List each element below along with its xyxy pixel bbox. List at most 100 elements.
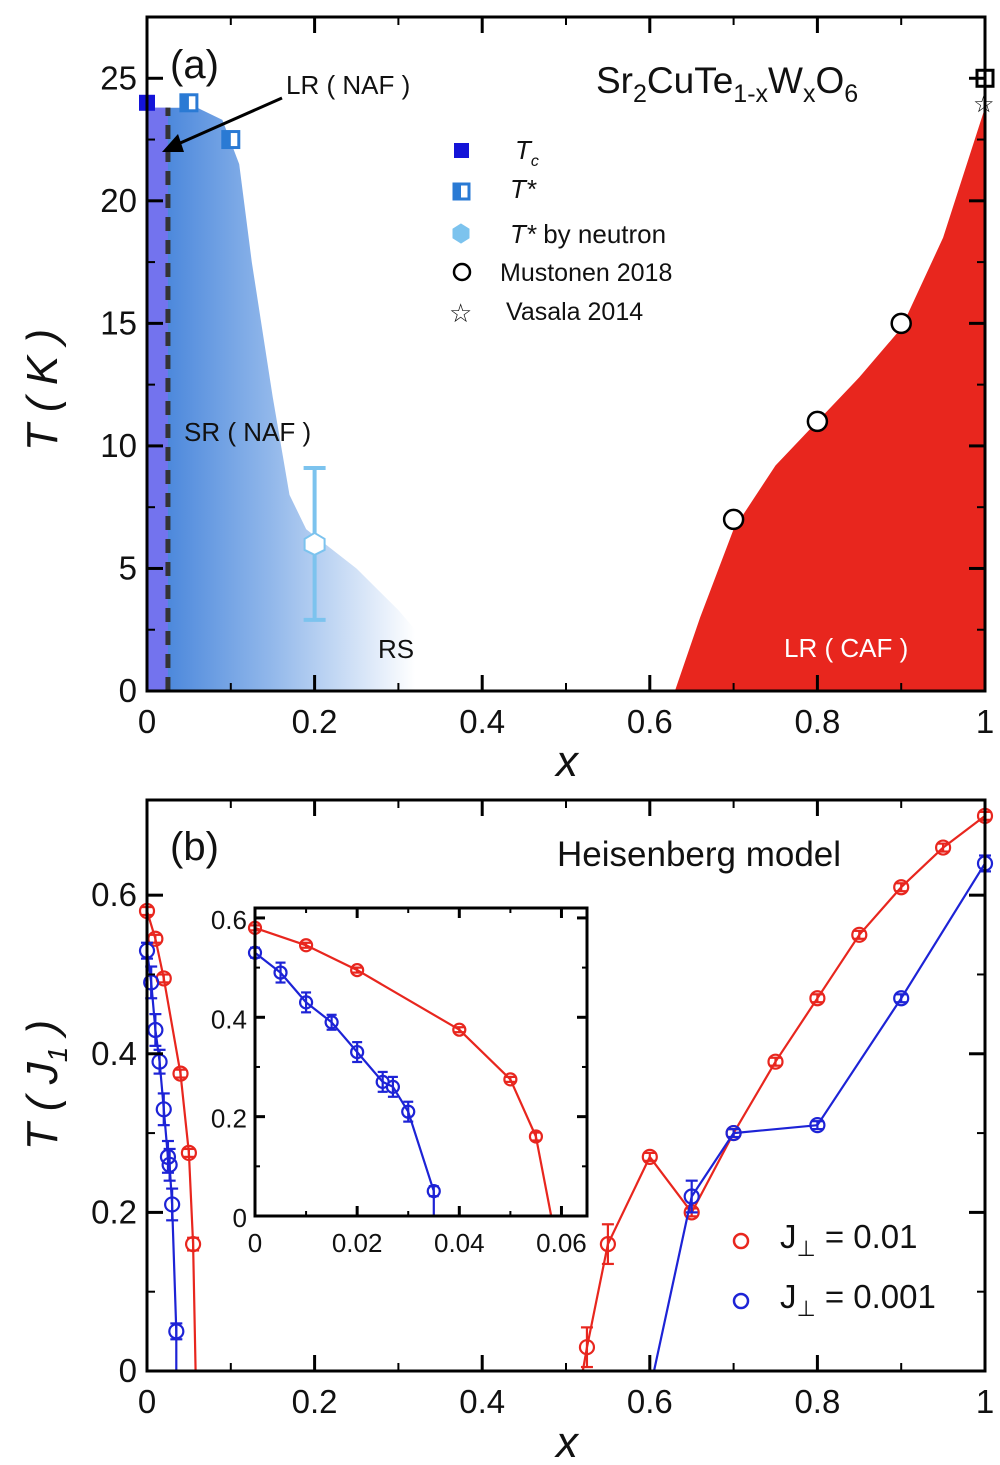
- y-tick-label: 0.2: [211, 1104, 247, 1134]
- inset-blue-point: [298, 995, 314, 1010]
- x-tick-label: 0.6: [627, 1383, 673, 1420]
- panel-a-ylabel: T ( K ): [18, 329, 67, 451]
- inset-frame-bg: [255, 908, 587, 1216]
- y-tick-label: 10: [100, 427, 137, 464]
- rs-label: RS: [378, 634, 414, 664]
- red-point: [934, 839, 952, 856]
- legend-vasala-marker: ☆: [449, 298, 472, 328]
- inset-blue-point: [324, 1015, 339, 1030]
- y-tick-label: 15: [100, 304, 137, 341]
- panel-a-marks: ☆: [139, 68, 995, 622]
- panel-b: 0 0.2 0.4 0.6 0.8 100.20.40.6 0 0.02 0.04 0.0600…: [18, 798, 994, 1465]
- panel-b-subtitle: Heisenberg model: [557, 835, 841, 874]
- lr-caf-label: LR ( CAF ): [784, 633, 908, 663]
- panel-a-legend: Tc T* T* by neutron Mustonen 2018 ☆ Vasa…: [449, 135, 672, 328]
- y-tick-label: 5: [119, 549, 137, 586]
- panel-b-frame: [145, 798, 987, 1373]
- sr-naf-region: [147, 107, 416, 691]
- legend-mustonen-marker: [452, 262, 472, 282]
- inset-blue-point: [350, 1044, 365, 1060]
- legend-blue-marker: [732, 1292, 750, 1310]
- lr-caf-region: [674, 107, 985, 691]
- x-tick-label: 0.2: [292, 703, 338, 740]
- mustonen-point: [806, 410, 829, 433]
- panel-b-ticks: 0 0.2 0.4 0.6 0.8 1 0 0.2 0.4 0.6: [91, 800, 994, 1420]
- blue-point: [168, 1323, 185, 1340]
- legend-neutron-marker: [452, 223, 470, 244]
- red-point: [893, 879, 910, 896]
- x-tick-label: 0.04: [434, 1228, 485, 1258]
- inset-red-point: [503, 1072, 518, 1087]
- y-tick-label: 0.4: [91, 1035, 137, 1072]
- x-tick-label: 0: [138, 703, 156, 740]
- legend-neutron-label: T* by neutron: [510, 219, 666, 249]
- legend-red-marker: [732, 1232, 750, 1250]
- blue-point: [161, 1156, 178, 1173]
- inset-blue-point: [426, 1184, 441, 1199]
- y-tick-label: 0.6: [91, 876, 137, 913]
- y-tick-label: 20: [100, 182, 137, 219]
- panel-b-ylabel: T ( J1 ): [18, 1020, 73, 1150]
- red-point: [641, 1148, 658, 1165]
- x-tick-label: 1: [976, 1383, 994, 1420]
- red-point: [809, 990, 826, 1007]
- x-tick-label: 0: [138, 1383, 156, 1420]
- x-tick-label: 0.4: [459, 703, 505, 740]
- inset-blue-point: [385, 1079, 401, 1094]
- panel-a-frame: [145, 15, 987, 693]
- red-point: [180, 1144, 197, 1162]
- blue-point: [893, 990, 910, 1007]
- y-tick-label: 25: [100, 59, 137, 96]
- blue-point: [683, 1188, 700, 1205]
- legend-tc-label: Tc: [515, 135, 539, 170]
- y-tick-label: 0: [233, 1203, 247, 1233]
- red-point: [767, 1053, 784, 1070]
- red-point: [851, 926, 868, 943]
- inset-blue-point: [273, 965, 288, 980]
- legend-tstar-label: T*: [510, 174, 537, 204]
- legend-blue-label: J⊥ = 0.001: [780, 1278, 936, 1321]
- x-tick-label: 0.06: [536, 1228, 587, 1258]
- lr-naf-arrowhead: [162, 134, 184, 152]
- inset-blue-point: [401, 1104, 416, 1119]
- panel-a-label: (a): [170, 43, 219, 87]
- blue-point: [155, 1101, 172, 1118]
- tstar-point-fill: [222, 131, 231, 148]
- lr-naf-label: LR ( NAF ): [286, 70, 410, 100]
- panel-b-legend: J⊥ = 0.01 J⊥ = 0.001: [732, 1218, 936, 1321]
- lr-naf-strip: [147, 107, 168, 691]
- inset-red-point: [350, 962, 365, 978]
- panel-a-xlabel: x: [554, 737, 580, 786]
- formula-label: Sr2CuTe1-xWxO6: [596, 60, 858, 108]
- y-tick-label: 0.4: [211, 1004, 247, 1034]
- x-tick-label: 0.6: [627, 703, 673, 740]
- blue-fit-right: [652, 862, 986, 1372]
- mustonen-point: [722, 508, 745, 531]
- panel-b-label: (b): [170, 825, 219, 869]
- sr-naf-label: SR ( NAF ): [184, 417, 311, 447]
- y-tick-label: 0.2: [91, 1193, 137, 1230]
- inset-marks: [247, 920, 553, 1217]
- x-tick-label: 0.4: [459, 1383, 505, 1420]
- tstar-point-fill: [180, 94, 189, 111]
- inset-red-point: [528, 1129, 544, 1144]
- panel-b-xlabel: x: [554, 1418, 580, 1465]
- y-tick-label: 0: [119, 1352, 137, 1389]
- blue-point: [725, 1124, 742, 1142]
- blue-point: [809, 1117, 826, 1134]
- red-point: [599, 1236, 617, 1253]
- legend-red-label: J⊥ = 0.01: [780, 1218, 918, 1261]
- legend-vasala-label: Vasala 2014: [506, 298, 643, 326]
- blue-fit-left: [145, 950, 178, 1371]
- x-tick-label: 0.8: [794, 703, 840, 740]
- red-point: [172, 1065, 189, 1082]
- inset-red-point: [298, 938, 314, 953]
- x-tick-label: 0.02: [332, 1228, 383, 1258]
- y-tick-label: 0: [119, 672, 137, 709]
- x-tick-label: 1: [976, 703, 994, 740]
- mustonen-point: [890, 312, 912, 335]
- lr-naf-arrow: [177, 96, 283, 146]
